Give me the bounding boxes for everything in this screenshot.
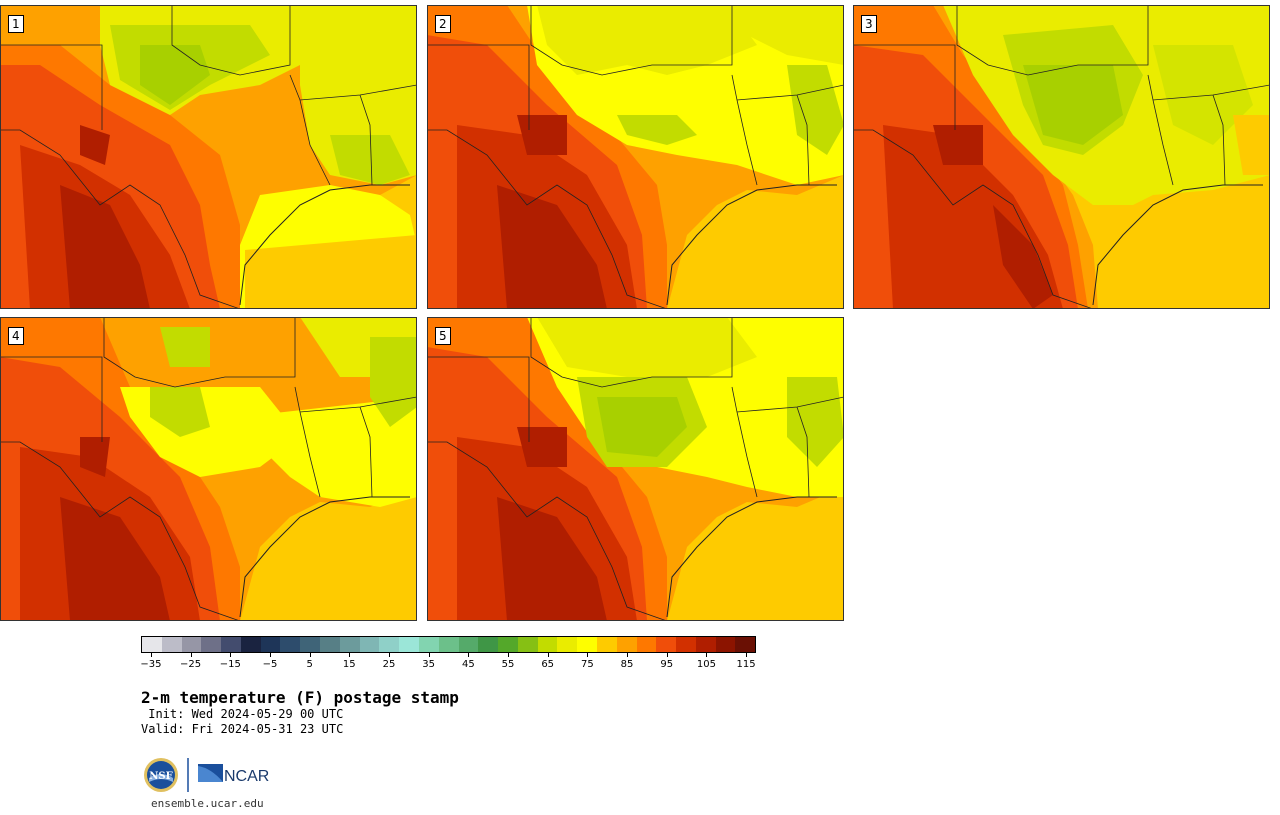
colorbar-segment	[260, 637, 281, 652]
colorbar-segment	[656, 637, 677, 652]
colorbar-tick-label: 85	[620, 659, 634, 670]
colorbar-segment	[676, 637, 696, 652]
colorbar-tick-label: 45	[461, 659, 475, 670]
colorbar-tick-label: 65	[541, 659, 555, 670]
colorbar-tick	[666, 653, 668, 657]
colorbar-segment	[161, 637, 182, 652]
colorbar-tick	[746, 653, 748, 657]
colorbar-segment	[715, 637, 736, 652]
colorbar-tick-label: −25	[180, 659, 202, 670]
ensemble-member-panel-5: 5	[427, 317, 844, 621]
colorbar-segment	[478, 637, 499, 652]
temperature-colorbar	[141, 636, 756, 653]
temperature-map-5	[427, 317, 844, 621]
colorbar-segment	[616, 637, 637, 652]
colorbar-tick	[269, 653, 271, 657]
temperature-map-3	[853, 5, 1270, 309]
colorbar-segment	[517, 637, 538, 652]
panel-number-label: 4	[8, 327, 24, 345]
colorbar-tick-label: −5	[262, 659, 278, 670]
colorbar-tick-label: 5	[306, 659, 313, 670]
colorbar-tick-label: −15	[219, 659, 241, 670]
colorbar-tick	[388, 653, 390, 657]
colorbar-tick-label: 55	[501, 659, 515, 670]
colorbar-segment	[379, 637, 400, 652]
colorbar-tick-label: 105	[696, 659, 716, 670]
colorbar-tick	[587, 653, 589, 657]
ncar-logo: NCAR	[198, 764, 269, 785]
colorbar-segment	[221, 637, 241, 652]
colorbar-segment	[240, 637, 261, 652]
colorbar-segment	[735, 637, 756, 652]
panel-number-label: 5	[435, 327, 451, 345]
colorbar-segment	[537, 637, 558, 652]
temperature-map-2	[427, 5, 844, 309]
ensemble-member-panel-4: 4	[0, 317, 417, 621]
nsf-logo-text: NSF	[149, 771, 172, 782]
colorbar-segment	[498, 637, 518, 652]
colorbar-segment	[596, 637, 617, 652]
colorbar-segment	[695, 637, 716, 652]
chart-title: 2-m temperature (F) postage stamp	[141, 688, 459, 707]
site-url[interactable]: ensemble.ucar.edu	[151, 797, 264, 810]
colorbar-segment	[300, 637, 321, 652]
sponsor-logos: NSF NCAR	[143, 756, 283, 796]
colorbar-segment	[438, 637, 459, 652]
temperature-map-1	[0, 5, 417, 309]
colorbar-tick-label: 25	[382, 659, 396, 670]
colorbar-segment	[359, 637, 380, 652]
colorbar-tick	[349, 653, 351, 657]
colorbar-segment	[577, 637, 597, 652]
colorbar-tick	[190, 653, 192, 657]
ncar-logo-text: NCAR	[224, 768, 269, 785]
panel-number-label: 3	[861, 15, 877, 33]
colorbar-segment	[636, 637, 657, 652]
colorbar-segment	[418, 637, 439, 652]
valid-time: Valid: Fri 2024-05-31 23 UTC	[141, 722, 344, 736]
colorbar-tick-label: 35	[422, 659, 436, 670]
temperature-map-4	[0, 317, 417, 621]
colorbar-ticks: −35 −25 −15 −5 5 15 25 35 45 55 65 75 85 95 105 115	[140, 653, 756, 675]
colorbar-tick	[428, 653, 430, 657]
ensemble-member-panel-2: 2	[427, 5, 844, 309]
colorbar-tick-label: 75	[580, 659, 594, 670]
colorbar-segment	[201, 637, 222, 652]
colorbar-tick	[706, 653, 708, 657]
colorbar-tick	[150, 653, 152, 657]
colorbar-segment	[458, 637, 479, 652]
colorbar-tick	[468, 653, 470, 657]
colorbar-tick-label: 15	[342, 659, 356, 670]
colorbar-tick-label: −35	[140, 659, 162, 670]
init-time: Init: Wed 2024-05-29 00 UTC	[141, 707, 344, 721]
colorbar-segment	[320, 637, 340, 652]
colorbar-tick-label: 115	[736, 659, 756, 670]
colorbar-tick	[508, 653, 510, 657]
colorbar-tick	[230, 653, 232, 657]
colorbar-segment	[181, 637, 202, 652]
colorbar-segment	[557, 637, 578, 652]
colorbar-segment	[142, 637, 162, 652]
panel-number-label: 1	[8, 15, 24, 33]
colorbar-segment	[339, 637, 360, 652]
colorbar-tick	[627, 653, 629, 657]
ensemble-member-panel-1: 1	[0, 5, 417, 309]
colorbar-tick-label: 95	[660, 659, 674, 670]
colorbar-segment	[399, 637, 419, 652]
nsf-logo: NSF	[144, 758, 178, 792]
colorbar-tick	[547, 653, 549, 657]
colorbar-segment	[280, 637, 301, 652]
ensemble-member-panel-3: 3	[853, 5, 1270, 309]
panel-number-label: 2	[435, 15, 451, 33]
colorbar-tick	[309, 653, 311, 657]
